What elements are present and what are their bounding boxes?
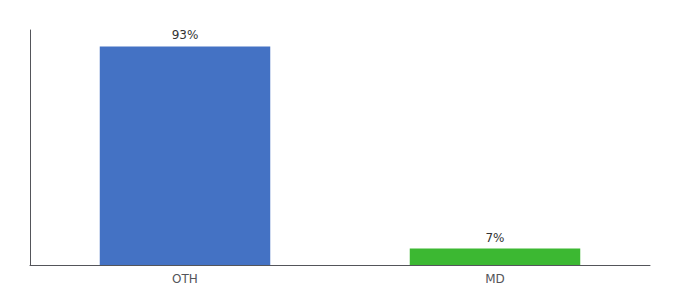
svg-text:93%: 93% bbox=[172, 28, 199, 42]
svg-text:7%: 7% bbox=[485, 231, 504, 245]
svg-text:MD: MD bbox=[485, 272, 505, 286]
svg-text:OTH: OTH bbox=[172, 272, 198, 286]
